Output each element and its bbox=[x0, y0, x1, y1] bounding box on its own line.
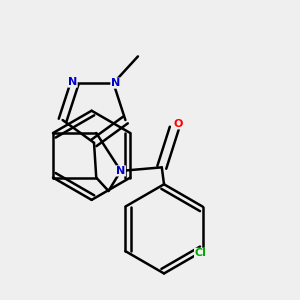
Text: O: O bbox=[174, 119, 183, 129]
Text: N: N bbox=[68, 77, 77, 87]
Text: N: N bbox=[111, 78, 120, 88]
Text: Cl: Cl bbox=[195, 248, 206, 258]
Text: N: N bbox=[116, 166, 125, 176]
